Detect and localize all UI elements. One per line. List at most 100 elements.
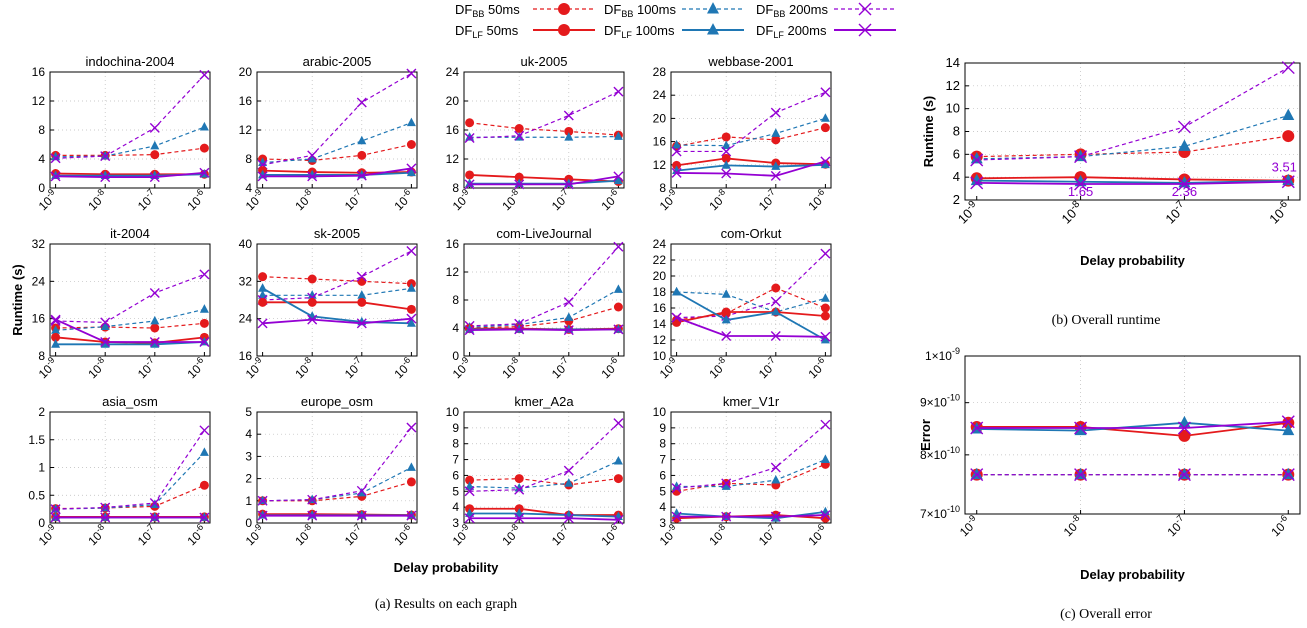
data-point (357, 150, 367, 160)
series-lf-x (50, 314, 210, 347)
annotation-label: 2.36 (1172, 184, 1197, 199)
legend-label: DFBB 50ms (455, 2, 520, 19)
ytick-label: 8 (452, 181, 459, 195)
ytick-label: 4 (245, 181, 252, 195)
ytick-label: 8 (38, 123, 45, 137)
panel-title: indochina-2004 (86, 54, 175, 69)
series-lf-circle (51, 332, 209, 348)
xtick-label: 10-8 (498, 355, 524, 381)
series-line (676, 157, 826, 167)
series-lf-circle (258, 297, 416, 314)
ytick-mant: 8×10 (920, 448, 947, 462)
series-line (976, 179, 1289, 184)
ytick-label: 16 (653, 301, 667, 315)
ytick-label: 10 (653, 405, 667, 419)
ytick-label: 14 (946, 55, 960, 70)
series-line (262, 287, 412, 296)
series-line (262, 427, 412, 502)
ytick-label: 0.5 (28, 488, 45, 502)
data-point (721, 478, 732, 489)
data-point (721, 160, 731, 169)
data-point (406, 283, 416, 292)
series-bb-x (671, 419, 831, 494)
xtick-label: 10-8 (498, 187, 524, 213)
data-point (514, 130, 525, 141)
caption-c: (c) Overall error (1060, 607, 1152, 622)
data-point (820, 293, 830, 302)
data-point (100, 321, 110, 330)
data-point (970, 421, 984, 435)
data-point (563, 513, 574, 524)
x-axis-label: Delay probability (1080, 253, 1186, 268)
series-line (262, 317, 412, 325)
data-point (465, 170, 475, 180)
series-line (469, 328, 619, 332)
data-point (970, 152, 983, 164)
ytick-label: 2 (245, 472, 252, 486)
series-line (676, 91, 826, 153)
xtick-label: 10-6 (597, 355, 623, 381)
ytick-label: 24 (446, 65, 460, 79)
series-bb-x (50, 425, 210, 515)
xtick-label: 10-8 (84, 522, 110, 548)
ytick-mant: 1×10 (925, 349, 952, 363)
ytick-label: 1.5 (28, 433, 45, 447)
data-point (199, 480, 209, 490)
panel-a-xlabel: Delay probability (394, 560, 500, 575)
series-bb-triangle (51, 121, 209, 161)
legend-label-sub: LF (773, 30, 784, 40)
series-line (676, 287, 826, 321)
data-point (970, 467, 983, 480)
series-bb-triangle (970, 467, 1295, 480)
series-line (55, 171, 205, 179)
series-bb-triangle (465, 284, 623, 331)
ytick-label: 12 (239, 123, 253, 137)
data-point (406, 246, 417, 256)
data-point (770, 296, 781, 307)
data-point (199, 512, 210, 523)
ytick-label: 20 (446, 94, 460, 108)
caption-b: (b) Overall runtime (1052, 313, 1161, 328)
series-line (676, 163, 826, 172)
series-line (676, 127, 826, 147)
data-point (820, 156, 831, 167)
ytick-label: 0 (38, 181, 45, 195)
ytick-label: 16 (239, 94, 253, 108)
data-point (613, 302, 623, 312)
xtick-label: 10-6 (390, 522, 416, 548)
series-line (55, 147, 205, 156)
data-point (51, 325, 61, 334)
data-point (406, 313, 417, 324)
series-bb-triangle (465, 131, 623, 141)
series-line (262, 167, 412, 178)
xtick-label: 10-7 (340, 355, 366, 381)
series-bb-x (464, 418, 624, 497)
series-line (676, 459, 826, 488)
series-bb-triangle (51, 304, 209, 334)
series-line (55, 74, 205, 159)
series-line (676, 463, 826, 492)
ytick-label: 8 (659, 181, 666, 195)
data-point (199, 69, 210, 80)
data-point (721, 132, 731, 142)
data-point (820, 331, 831, 342)
ytick-label: 14 (653, 317, 667, 331)
data-point (613, 175, 623, 185)
data-point (721, 511, 732, 522)
legend-label-rest: 100ms (633, 2, 676, 17)
series-line (976, 421, 1289, 437)
xtick-label: 10-7 (1163, 513, 1189, 539)
data-point (672, 160, 682, 170)
series-lf-x (464, 513, 624, 525)
data-point (406, 167, 416, 177)
data-point (199, 167, 210, 178)
legend-label-main: DF (756, 2, 773, 17)
series-bb-triangle (672, 113, 830, 150)
series-line (262, 72, 412, 166)
xtick-label: 10-8 (291, 522, 317, 548)
ytick-label: 24 (239, 312, 253, 326)
series-bb-triangle (258, 462, 416, 505)
data-point (820, 113, 830, 122)
series-bb-triangle (258, 283, 416, 299)
data-point (514, 474, 524, 484)
